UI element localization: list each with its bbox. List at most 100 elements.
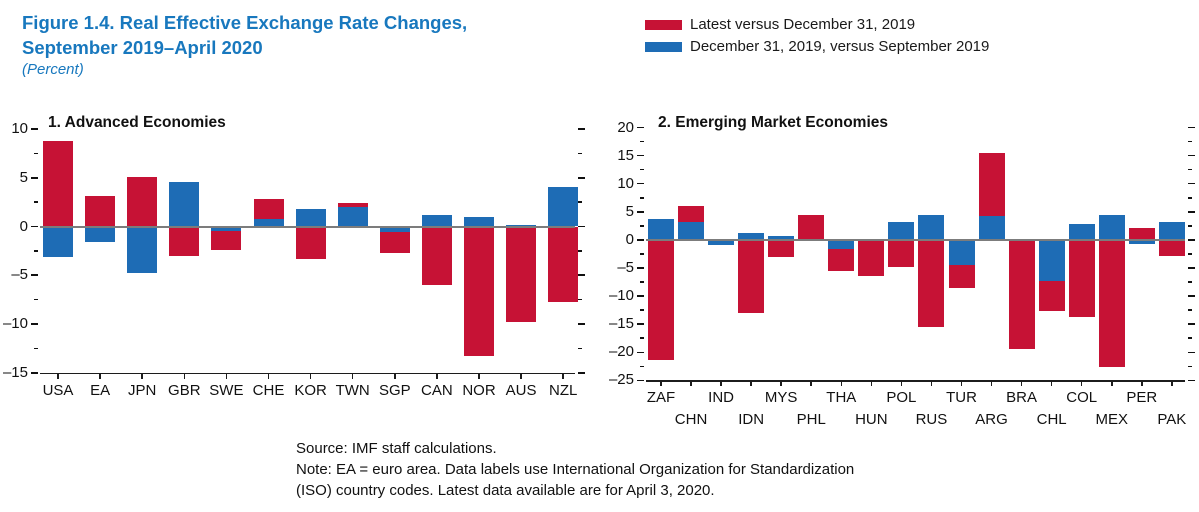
figure-title-line2: September 2019–April 2020: [22, 37, 263, 58]
bar-TWN-blue: [337, 207, 368, 227]
x-label-KOR: KOR: [294, 381, 327, 399]
x-tick-PER: [1141, 380, 1143, 387]
x-tick-MYS: [780, 380, 782, 387]
x-label-COL: COL: [1066, 389, 1098, 407]
y-tick-major-left: [637, 154, 644, 157]
y-tick-major-right: [578, 274, 585, 277]
legend-swatch-red-icon: [645, 20, 682, 30]
bar-NZL-blue: [548, 186, 579, 227]
x-tick-POL: [900, 380, 903, 387]
y-tick-minor-right: [578, 201, 582, 203]
y-tick-major-left: [31, 371, 38, 374]
y-tick-major-left: [637, 323, 644, 325]
bar-BRA-red: [1008, 239, 1035, 350]
y-tick-minor-left: [34, 152, 38, 155]
y-tick-label-10: 10: [11, 120, 28, 137]
bar-RUS-red: [918, 239, 945, 327]
y-tick-major-right: [578, 225, 585, 228]
y-tick-label-5: 5: [19, 168, 28, 186]
y-tick-minor-left: [640, 196, 644, 199]
x-axis: [40, 372, 575, 375]
y-tick-minor-left: [640, 309, 644, 311]
y-tick-minor-right: [578, 250, 582, 252]
bar-PAK-red: [1158, 239, 1185, 257]
x-label-BRA: BRA: [1006, 389, 1038, 407]
panel-title-1: 1. Advanced Economies: [48, 114, 226, 131]
bar-HUN-red: [858, 239, 885, 277]
x-tick-NZL: [562, 372, 564, 379]
y-tick-major-right: [578, 371, 585, 374]
bar-KOR-blue: [295, 208, 326, 227]
y-tick-label-0: 0: [625, 230, 634, 248]
bar-EA-blue: [85, 226, 116, 243]
x-tick-EA: [99, 372, 101, 379]
y-tick-major-left: [637, 182, 644, 185]
bar-EA-red: [85, 196, 116, 227]
bar-COL-blue: [1068, 223, 1095, 240]
y-tick-major-right: [1188, 379, 1195, 382]
y-tick-major-right: [1188, 351, 1195, 354]
x-label-TWN: TWN: [335, 381, 370, 399]
y-tick-major-left: [637, 239, 644, 241]
bar-NZL-red: [548, 226, 579, 302]
x-label-POL: POL: [886, 389, 917, 407]
legend: Latest versus December 31, 2019 December…: [645, 14, 989, 58]
x-tick-KOR: [309, 372, 312, 379]
y-tick-minor-right: [1188, 168, 1192, 171]
bar-PER-blue: [1128, 239, 1155, 245]
y-tick-minor-right: [1188, 140, 1192, 143]
x-tick-TWN: [351, 372, 354, 379]
y-tick-minor-left: [640, 225, 644, 227]
x-tick-CAN: [436, 372, 438, 379]
y-tick-minor-left: [34, 250, 38, 252]
y-tick-major-right: [1188, 182, 1195, 185]
x-label-GBR: GBR: [168, 381, 201, 399]
y-tick-major-right: [1188, 323, 1195, 325]
y-tick-major-right: [1188, 126, 1195, 129]
figure-title: Figure 1.4. Real Effective Exchange Rate…: [22, 10, 467, 80]
y-tick-major-right: [1188, 211, 1195, 213]
y-tick-minor-right: [578, 347, 582, 350]
y-tick-major-right: [1188, 267, 1195, 269]
footnote-note-line1: Note: EA = euro area. Data labels use In…: [296, 461, 855, 478]
y-tick-label--5: –5: [11, 266, 28, 284]
y-tick-minor-right: [1188, 196, 1192, 199]
y-tick-label--10: –10: [2, 315, 28, 332]
y-tick-minor-left: [34, 298, 38, 301]
x-label-SWE: SWE: [209, 381, 244, 399]
x-label-JPN: JPN: [128, 381, 157, 399]
y-tick-minor-right: [578, 152, 582, 155]
bar-ZAF-blue: [648, 218, 674, 240]
y-tick-label-0: 0: [19, 217, 28, 235]
x-axis: [646, 380, 1185, 383]
bar-USA-blue: [43, 226, 73, 257]
y-tick-major-right: [578, 128, 585, 130]
bar-COL-red: [1068, 239, 1095, 317]
bar-PHL-red: [798, 214, 825, 240]
y-tick-minor-left: [640, 365, 644, 368]
x-label-IDN: IDN: [738, 411, 765, 429]
y-tick-label-10: 10: [617, 174, 634, 192]
y-tick-major-left: [637, 295, 644, 297]
y-tick-minor-right: [1188, 225, 1192, 227]
x-label-CHE: CHE: [252, 381, 285, 399]
x-tick-IDN: [750, 380, 752, 387]
y-tick-label--10: –10: [608, 287, 634, 305]
bar-AUS-red: [506, 226, 537, 323]
y-tick-major-right: [1188, 154, 1195, 157]
legend-label-red: Latest versus December 31, 2019: [690, 16, 916, 33]
x-tick-HUN: [870, 380, 873, 387]
x-tick-PHL: [810, 380, 813, 387]
x-tick-TUR: [960, 380, 963, 387]
x-tick-CHN: [690, 380, 692, 387]
y-tick-minor-right: [578, 298, 582, 301]
y-tick-major-left: [31, 176, 38, 179]
y-tick-major-left: [31, 225, 38, 228]
y-tick-minor-left: [34, 201, 38, 203]
bar-KOR-red: [295, 226, 326, 259]
bar-PER-red: [1128, 228, 1155, 240]
footnote: Source: IMF staff calculations. Note: EA…: [296, 438, 854, 501]
y-tick-major-right: [1188, 295, 1195, 297]
bar-MYS-red: [768, 239, 795, 258]
